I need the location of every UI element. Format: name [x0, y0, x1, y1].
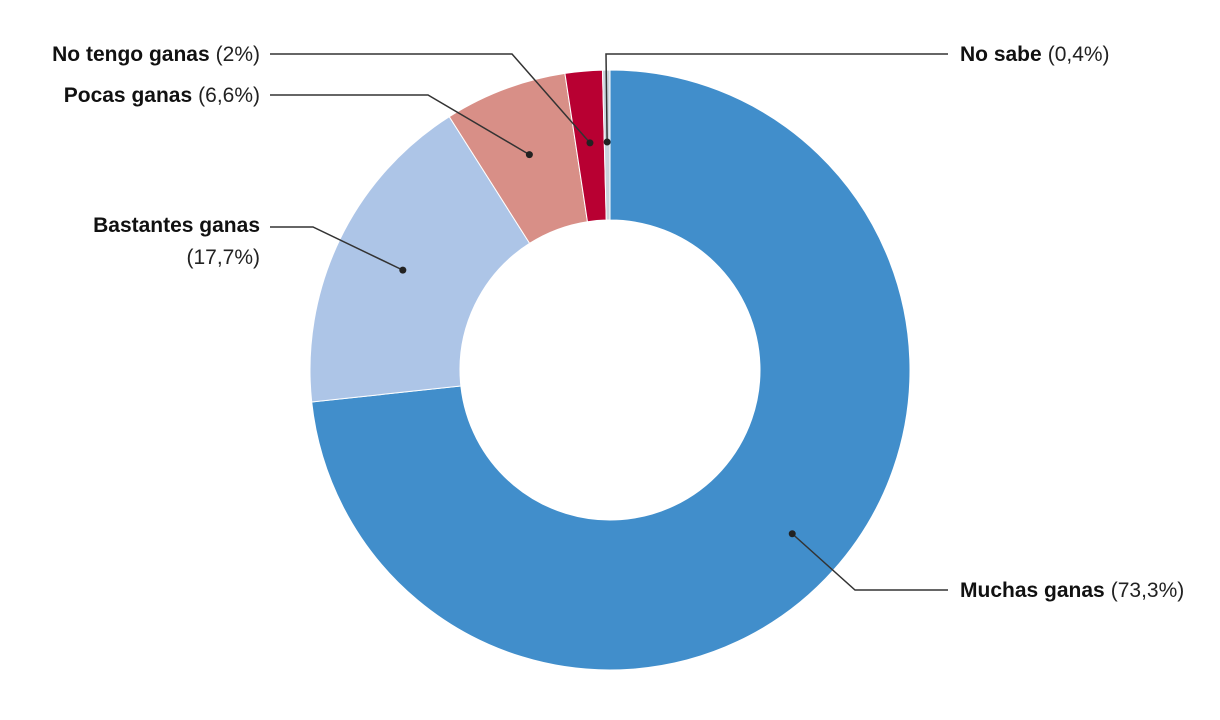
label-no-tengo-ganas-value: (2%)	[216, 43, 260, 66]
leader-dot-no-sabe	[603, 138, 611, 146]
leader-dot-pocas-ganas	[525, 151, 533, 159]
label-muchas-ganas-value: (73,3%)	[1111, 579, 1185, 602]
slice-muchas-ganas	[311, 69, 911, 671]
label-pocas-ganas: Pocas ganas (6,6%)	[64, 84, 260, 107]
leader-lines	[270, 53, 948, 591]
label-muchas-ganas-name: Muchas ganas	[960, 579, 1105, 602]
label-no-tengo-ganas-name: No tengo ganas	[52, 43, 210, 66]
leader-no-sabe	[605, 53, 948, 143]
label-muchas-ganas: Muchas ganas (73,3%)	[960, 579, 1184, 602]
leader-bastantes-ganas	[270, 226, 404, 271]
leader-dot-bastantes-ganas	[399, 266, 407, 274]
label-pocas-ganas-value: (6,6%)	[198, 84, 260, 107]
leader-dot-muchas-ganas	[788, 530, 796, 538]
label-no-tengo-ganas: No tengo ganas (2%)	[52, 43, 260, 66]
leader-pocas-ganas	[270, 94, 530, 156]
leader-no-tengo-ganas	[270, 53, 591, 144]
leader-muchas-ganas	[791, 533, 948, 591]
label-pocas-ganas-name: Pocas ganas	[64, 84, 192, 107]
label-bastantes-ganas-pct: (17,7%)	[186, 246, 260, 269]
leader-dot-no-tengo-ganas	[586, 139, 594, 147]
donut-slices	[309, 69, 911, 671]
label-no-sabe: No sabe (0,4%)	[960, 43, 1110, 66]
slice-bastantes-ganas	[309, 116, 531, 403]
label-bastantes-ganas-name: Bastantes ganas	[93, 214, 260, 237]
label-no-sabe-value: (0,4%)	[1048, 43, 1110, 66]
label-bastantes-ganas-value: (17,7%)	[186, 246, 260, 269]
label-no-sabe-name: No sabe	[960, 43, 1042, 66]
label-bastantes-ganas: Bastantes ganas	[93, 214, 260, 237]
